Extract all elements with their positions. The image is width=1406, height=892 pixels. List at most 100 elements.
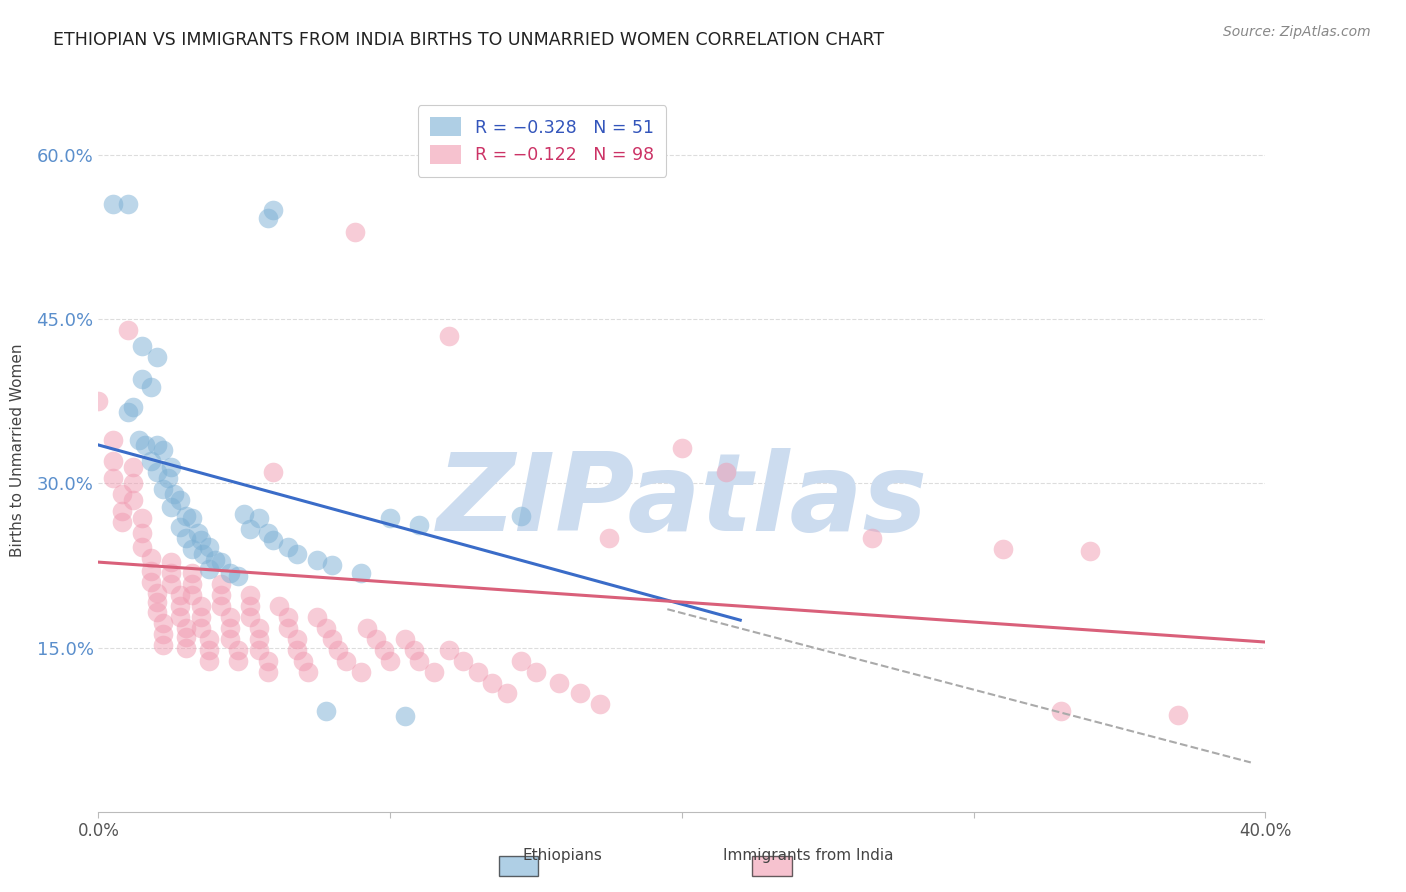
Point: [87, 394, 110, 409]
Point: [190, 610, 212, 624]
Point: [146, 466, 169, 480]
Point: [239, 522, 262, 536]
Point: [408, 654, 430, 668]
Point: [122, 492, 145, 507]
Point: [169, 599, 191, 613]
Point: [117, 405, 139, 419]
Legend: R = −0.328   N = 51, R = −0.122   N = 98: R = −0.328 N = 51, R = −0.122 N = 98: [418, 105, 666, 177]
Point: [209, 577, 232, 591]
Point: [423, 665, 446, 679]
Point: [180, 511, 202, 525]
Point: [394, 632, 416, 646]
Point: [860, 531, 883, 545]
Point: [198, 562, 221, 576]
Point: [111, 515, 134, 529]
Point: [180, 541, 202, 556]
Point: [228, 569, 250, 583]
Point: [169, 588, 191, 602]
Point: [146, 606, 169, 620]
Point: [408, 517, 430, 532]
Point: [174, 640, 197, 655]
Point: [277, 621, 299, 635]
Point: [218, 610, 240, 624]
Point: [364, 632, 387, 646]
Point: [169, 520, 191, 534]
Point: [315, 621, 337, 635]
Point: [350, 665, 373, 679]
Point: [714, 466, 737, 480]
Point: [139, 380, 162, 394]
Point: [218, 621, 240, 635]
Point: [437, 642, 460, 657]
Point: [190, 533, 212, 548]
Point: [122, 400, 145, 414]
Point: [262, 533, 284, 548]
Point: [101, 197, 124, 211]
Point: [131, 540, 153, 554]
Point: [174, 509, 197, 524]
Point: [277, 540, 299, 554]
Point: [169, 492, 191, 507]
Point: [139, 574, 162, 589]
Point: [269, 599, 291, 613]
Point: [321, 632, 343, 646]
Point: [256, 665, 278, 679]
Point: [131, 339, 153, 353]
Y-axis label: Births to Unmarried Women: Births to Unmarried Women: [10, 343, 25, 558]
Point: [510, 654, 533, 668]
Point: [174, 621, 197, 635]
Point: [198, 642, 221, 657]
Point: [101, 454, 124, 468]
Point: [510, 509, 533, 524]
Point: [247, 511, 270, 525]
Point: [350, 566, 373, 580]
Point: [524, 665, 547, 679]
Point: [146, 586, 169, 600]
Text: ZIPatlas: ZIPatlas: [436, 448, 928, 554]
Text: Ethiopians: Ethiopians: [523, 848, 602, 863]
Point: [101, 471, 124, 485]
Point: [247, 642, 270, 657]
Point: [101, 433, 124, 447]
Point: [285, 548, 308, 562]
Point: [139, 454, 162, 468]
Point: [139, 564, 162, 578]
Point: [589, 698, 612, 712]
Point: [373, 642, 395, 657]
Text: Immigrants from India: Immigrants from India: [723, 848, 894, 863]
Point: [152, 627, 174, 641]
Point: [163, 487, 186, 501]
Point: [437, 328, 460, 343]
Point: [152, 482, 174, 496]
Point: [131, 511, 153, 525]
Point: [1050, 704, 1073, 718]
Point: [402, 642, 425, 657]
Point: [128, 433, 150, 447]
Text: Source: ZipAtlas.com: Source: ZipAtlas.com: [1223, 25, 1371, 39]
Point: [160, 555, 183, 569]
Point: [228, 654, 250, 668]
Point: [190, 621, 212, 635]
Point: [160, 577, 183, 591]
Point: [111, 503, 134, 517]
Point: [671, 442, 693, 456]
Point: [131, 372, 153, 386]
Point: [307, 553, 329, 567]
Point: [356, 621, 378, 635]
Point: [291, 654, 314, 668]
Point: [218, 632, 240, 646]
Point: [262, 202, 284, 217]
Point: [277, 610, 299, 624]
Point: [134, 438, 156, 452]
Point: [180, 588, 202, 602]
Point: [152, 616, 174, 631]
Point: [481, 675, 503, 690]
Point: [297, 665, 319, 679]
Point: [326, 642, 349, 657]
Point: [335, 654, 357, 668]
Point: [285, 632, 308, 646]
Point: [174, 630, 197, 644]
Point: [239, 599, 262, 613]
Point: [598, 531, 620, 545]
Point: [146, 594, 169, 608]
